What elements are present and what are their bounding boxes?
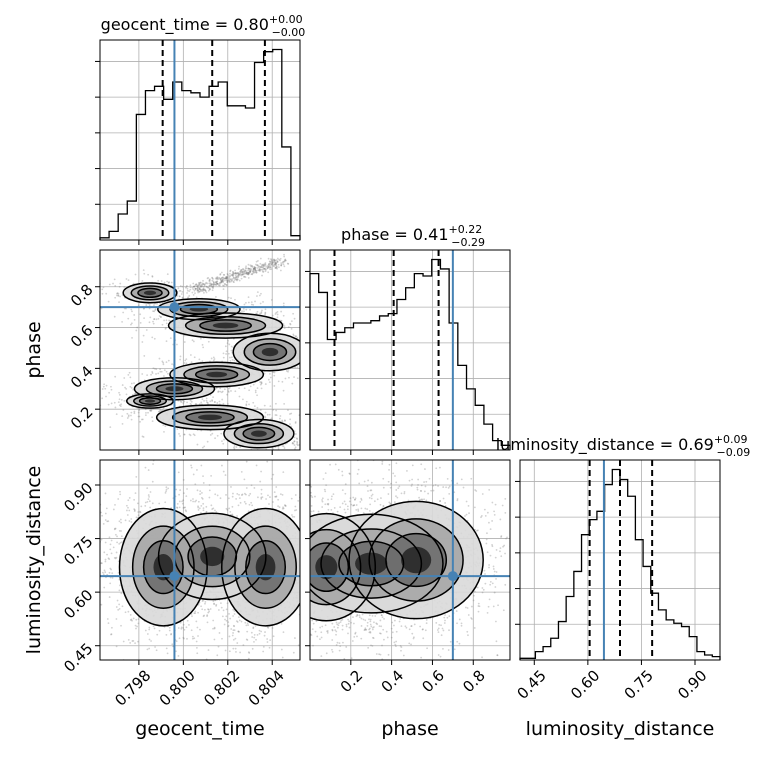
- y-tick-label: 0.60: [60, 586, 96, 622]
- y-tick-label: 0.75: [60, 532, 96, 568]
- contour-line: [155, 404, 265, 431]
- contour-line: [385, 532, 448, 588]
- density-fill: [251, 430, 267, 437]
- histogram-step: [99, 48, 301, 240]
- contour-line: [243, 338, 297, 366]
- contour-line: [368, 518, 464, 602]
- x-tick-label: 0.45: [513, 666, 549, 702]
- contour-line: [338, 540, 405, 587]
- x-tick-label: 0.800: [156, 666, 199, 709]
- lum-phase-frame: [309, 459, 511, 661]
- contour-line: [223, 418, 295, 449]
- x-tick-label: 0.804: [245, 666, 288, 709]
- y-tick-label: 0.8: [67, 281, 97, 311]
- contour-line: [118, 507, 208, 627]
- x-axis-label: luminosity_distance: [526, 718, 715, 740]
- x-axis-label: phase: [381, 718, 438, 740]
- contour-line: [194, 368, 239, 381]
- contour-line: [185, 411, 235, 424]
- density-fill: [355, 552, 388, 575]
- contour-line: [232, 332, 300, 372]
- truth-marker: [169, 571, 180, 582]
- contour-line: [183, 365, 251, 384]
- contour-line: [184, 315, 267, 336]
- truth-marker: [169, 302, 180, 313]
- lum-geocent-frame: [99, 459, 301, 661]
- geocent-hist-frame: [99, 39, 301, 241]
- density-fill: [212, 322, 239, 329]
- contour-line: [137, 287, 163, 299]
- contour-line: [126, 393, 174, 409]
- panel-phase-vs-geocent-time: 0.2 0.4 0.6 0.8: [67, 249, 301, 455]
- contour-line: [131, 525, 195, 609]
- contour-line: [348, 500, 484, 620]
- contour-line: [310, 512, 377, 622]
- panel-title: phase = 0.41+0.22 −0.29: [341, 223, 485, 249]
- density-fill: [144, 399, 156, 403]
- x-axis-label: geocent_time: [135, 718, 264, 740]
- contour-line: [157, 512, 267, 601]
- density-fill: [143, 290, 157, 296]
- x-tick-label: 0.75: [621, 666, 657, 702]
- x-tick-label: 0.2: [337, 666, 367, 696]
- phase-hist-frame: [309, 249, 511, 451]
- density-fill: [261, 347, 279, 357]
- histogram-step: [519, 468, 721, 660]
- contour-line: [171, 408, 249, 427]
- y-tick-label: 0.6: [67, 321, 97, 351]
- contour-line: [245, 539, 287, 595]
- contour-line: [199, 319, 252, 332]
- panel-title: geocent_time = 0.80+0.00 −0.00: [101, 13, 306, 39]
- contour-line: [320, 528, 423, 599]
- contour-line: [252, 342, 288, 362]
- y-axis-label: luminosity_distance: [23, 466, 45, 655]
- contour-line: [234, 525, 297, 609]
- panel-geocent-time-hist: geocent_time = 0.80+0.00 −0.00: [95, 13, 305, 245]
- panel-phase-hist: phase = 0.41+0.22 −0.29: [305, 223, 511, 455]
- contour-line: [169, 361, 265, 388]
- scatter-points: [100, 253, 300, 450]
- contour-line: [179, 303, 219, 315]
- contour-line: [242, 426, 276, 441]
- y-tick-label: 0.4: [67, 362, 97, 392]
- contour-line: [138, 397, 162, 405]
- contour-line: [233, 423, 285, 445]
- x-tick-label: 0.8: [459, 666, 489, 696]
- contour-line: [310, 542, 350, 592]
- lum-hist-frame: [519, 459, 721, 661]
- y-tick-label: 0.2: [67, 403, 97, 433]
- histogram-step: [309, 258, 511, 450]
- y-tick-label: 0.45: [60, 640, 96, 676]
- contour-line: [310, 513, 444, 614]
- contour-line: [221, 507, 300, 627]
- x-tick-label: 0.6: [418, 666, 448, 696]
- x-tick-label: 0.802: [200, 666, 243, 709]
- truth-marker: [447, 571, 458, 582]
- x-tick-label: 0.60: [567, 666, 603, 702]
- panel-luminosity-distance-hist: luminosity_distance = 0.69+0.09 −0.09 0.45…: [496, 433, 751, 703]
- phase-geocent-frame: [99, 249, 301, 451]
- x-tick-label: 0.798: [111, 666, 154, 709]
- contour-line: [167, 312, 284, 339]
- x-tick-label: 0.90: [674, 666, 710, 702]
- contour-line: [142, 539, 184, 595]
- density-fill: [255, 553, 276, 581]
- density-fill: [206, 371, 228, 378]
- density-layer: [100, 460, 300, 660]
- y-tick-label: 0.90: [60, 479, 96, 515]
- contour-line: [122, 282, 178, 304]
- contour-line: [132, 395, 168, 407]
- contour-line: [130, 285, 170, 301]
- y-axis-label: phase: [23, 321, 45, 378]
- density-fill: [198, 414, 222, 421]
- contour-line: [310, 528, 362, 606]
- density-fill: [200, 546, 225, 567]
- x-tick-label: 0.4: [378, 666, 408, 696]
- density-layer: [310, 460, 510, 660]
- density-fill: [401, 546, 432, 574]
- axis-labels: geocent_time phase luminosity_distancephas…: [23, 321, 714, 740]
- density-layer: [100, 253, 300, 450]
- panel-title: luminosity_distance = 0.69+0.09 −0.09: [496, 433, 751, 459]
